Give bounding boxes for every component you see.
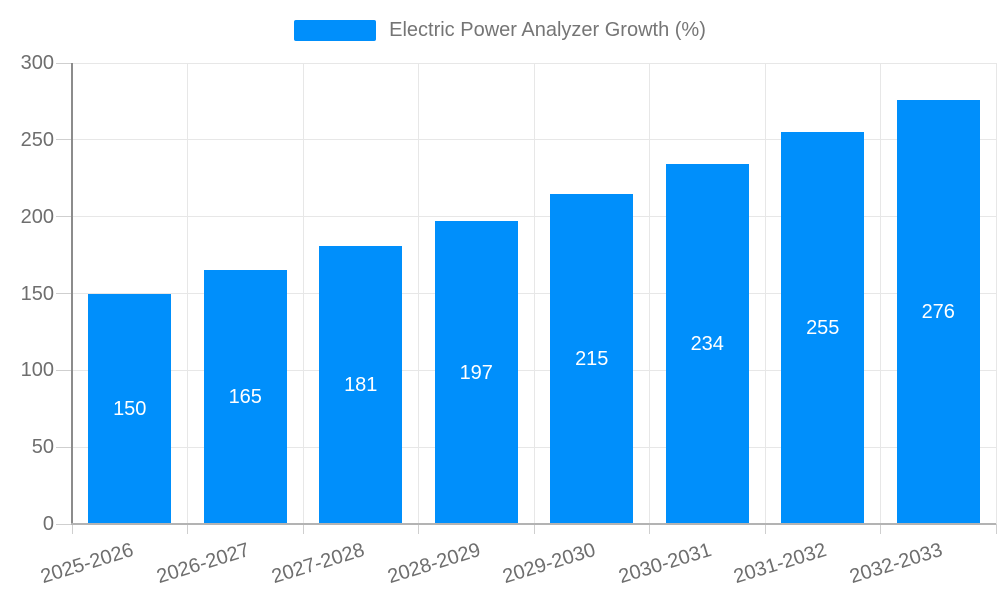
x-gridline	[533, 63, 535, 524]
x-axis-tick	[764, 524, 766, 534]
bar[interactable]	[781, 132, 865, 524]
y-axis-tick	[56, 62, 72, 64]
x-axis-tick	[71, 524, 73, 534]
x-axis-label: 2025-2026	[38, 539, 137, 589]
bar[interactable]	[319, 245, 403, 524]
bar[interactable]	[203, 270, 287, 524]
bar[interactable]	[434, 221, 518, 524]
bar[interactable]	[550, 193, 634, 524]
x-axis-tick	[533, 524, 535, 534]
y-axis-label: 250	[20, 128, 54, 151]
x-axis-label: 2031-2032	[731, 539, 830, 589]
y-axis-label: 100	[20, 359, 54, 382]
bar[interactable]	[896, 99, 980, 524]
bar-value-label: 234	[690, 333, 724, 356]
x-axis-tick	[649, 524, 650, 534]
y-axis-tick	[56, 523, 72, 525]
legend[interactable]: Electric Power Analyzer Growth (%)	[0, 19, 1000, 41]
bar[interactable]	[88, 293, 172, 524]
x-axis-line	[71, 523, 996, 525]
bar-value-label: 165	[228, 386, 262, 409]
x-gridline	[995, 63, 997, 524]
bar-value-label: 181	[344, 373, 378, 396]
x-axis-label: 2027-2028	[269, 539, 368, 589]
x-axis-label: 2028-2029	[384, 539, 483, 589]
x-axis-label: 2026-2027	[153, 539, 252, 589]
bar-value-label: 255	[806, 317, 840, 340]
x-gridline	[418, 63, 419, 524]
y-axis-label: 0	[42, 513, 54, 535]
y-axis-tick	[56, 369, 72, 371]
bar-value-label: 150	[113, 397, 147, 420]
y-axis-tick	[56, 446, 72, 448]
x-axis-label: 2030-2031	[615, 539, 714, 589]
x-gridline	[880, 63, 881, 524]
x-axis-tick	[418, 524, 419, 534]
x-axis-tick	[302, 524, 304, 534]
x-gridline	[187, 63, 188, 524]
bar[interactable]	[665, 164, 749, 524]
bar-value-label: 197	[459, 361, 493, 384]
y-axis-tick	[56, 293, 72, 294]
x-axis-label: 2029-2030	[500, 539, 599, 589]
y-axis-label: 150	[20, 282, 54, 305]
bar-value-label: 215	[575, 347, 609, 370]
y-axis-line	[71, 63, 73, 524]
x-axis-label: 2032-2033	[846, 539, 945, 589]
y-axis-label: 50	[31, 436, 54, 459]
legend-label: Electric Power Analyzer Growth (%)	[389, 19, 706, 41]
x-gridline	[649, 63, 650, 524]
y-axis-tick	[56, 139, 72, 141]
x-axis-tick	[187, 524, 188, 534]
y-axis-tick	[56, 216, 72, 218]
x-axis-tick	[995, 524, 997, 534]
y-axis-label: 300	[20, 52, 54, 74]
legend-swatch-icon	[294, 19, 377, 41]
x-gridline	[764, 63, 766, 524]
x-axis-tick	[880, 524, 881, 534]
y-axis-label: 200	[20, 205, 54, 228]
x-gridline	[302, 63, 304, 524]
bar-value-label: 276	[921, 300, 955, 323]
